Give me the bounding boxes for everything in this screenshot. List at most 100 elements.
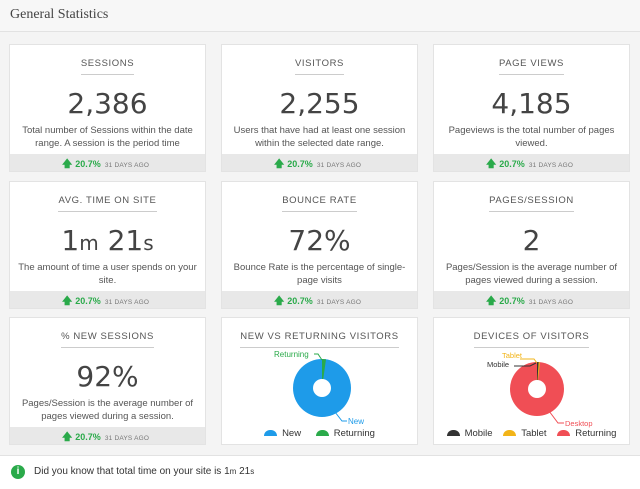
legend-swatch-icon: [446, 430, 460, 437]
card-title: SESSIONS: [80, 58, 135, 75]
avg-time-card: AVG. TIME ON SITE 1m 21s The amount of t…: [9, 181, 206, 309]
legend-item-tablet[interactable]: Tablet: [503, 428, 547, 439]
change-percent: 20.7%: [75, 159, 101, 169]
change-period: 31 DAYS AGO: [528, 299, 574, 306]
bounce-rate-card: BOUNCE RATE 72% Bounce Rate is the perce…: [221, 181, 418, 309]
card-description: Users that have had at least one session…: [233, 125, 406, 149]
page-title: General Statistics: [10, 7, 109, 22]
seconds-unit: s: [143, 231, 154, 255]
visitors-card: VISITORS 2,255 Users that have had at le…: [221, 44, 418, 172]
donut-hole: [528, 380, 546, 398]
card-value: 4,185: [491, 87, 572, 120]
devices-card: DEVICES OF VISITORS Tablet Mobile Deskto…: [433, 317, 630, 445]
arrow-up-icon: 🡅: [486, 296, 497, 307]
pages-per-session-card: PAGES/SESSION 2 Pages/Session is the ave…: [433, 181, 630, 309]
seconds-value: 21: [107, 224, 144, 257]
new-vs-returning-donut: Returning New: [274, 350, 364, 426]
legend-label: Returning: [575, 428, 617, 439]
legend-item-mobile[interactable]: Mobile: [446, 428, 493, 439]
label-new: New: [348, 417, 364, 426]
card-footer: 🡅 20.7% 31 DAYS AGO: [10, 291, 205, 308]
card-description: Pageviews is the total number of pages v…: [448, 125, 615, 149]
card-title: AVG. TIME ON SITE: [58, 195, 157, 212]
legend-label: Tablet: [521, 428, 547, 439]
card-title: PAGES/SESSION: [489, 195, 574, 212]
card-footer: 🡅 20.7% 31 DAYS AGO: [222, 154, 417, 171]
change-period: 31 DAYS AGO: [316, 299, 362, 306]
card-value: 2,255: [279, 87, 360, 120]
tip-seconds-unit: s: [250, 467, 255, 476]
legend-swatch-icon: [315, 430, 329, 437]
new-sessions-card: % NEW SESSIONS 92% Pages/Session is the …: [9, 317, 206, 445]
legend-label: Mobile: [464, 428, 493, 439]
card-title: PAGE VIEWS: [499, 58, 564, 75]
legend-item-new[interactable]: New: [264, 428, 301, 439]
card-description: Pages/Session is the average number of p…: [445, 262, 618, 286]
sessions-card: SESSIONS 2,386 Total number of Sessions …: [9, 44, 206, 172]
tip-prefix: Did you know that total time on your sit…: [34, 466, 225, 477]
arrow-up-icon: 🡅: [62, 432, 73, 443]
change-period: 31 DAYS AGO: [104, 299, 150, 306]
legend-label: Returning: [333, 428, 375, 439]
card-title: BOUNCE RATE: [282, 195, 357, 212]
card-footer: 🡅 20.7% 31 DAYS AGO: [10, 427, 205, 444]
tip-text: Did you know that total time on your sit…: [34, 466, 254, 477]
tip-minutes: 1: [224, 466, 230, 477]
leader-line-returning: [314, 353, 323, 361]
new-vs-returning-card: NEW VS RETURNING VISITORS Returning New …: [221, 317, 418, 445]
change-percent: 20.7%: [75, 296, 101, 306]
card-description: Total number of Sessions within the date…: [22, 125, 193, 149]
tip-bar: i Did you know that total time on your s…: [0, 455, 640, 489]
minutes-value: 1: [61, 224, 80, 257]
change-percent: 20.7%: [287, 296, 313, 306]
card-value: 2,386: [67, 87, 148, 120]
change-percent: 20.7%: [75, 432, 101, 442]
devices-donut: Tablet Mobile Desktop: [487, 351, 593, 428]
card-footer: 🡅 20.7% 31 DAYS AGO: [434, 154, 629, 171]
card-title: DEVICES OF VISITORS: [473, 331, 590, 348]
card-value: 92%: [76, 360, 139, 393]
label-tablet: Tablet: [502, 351, 523, 360]
card-description: The amount of time a user spends on your…: [18, 262, 197, 286]
donut-hole: [313, 379, 331, 397]
card-title: NEW VS RETURNING VISITORS: [240, 331, 399, 348]
arrow-up-icon: 🡅: [62, 296, 73, 307]
card-description: Pages/Session is the average number of p…: [21, 398, 194, 422]
change-period: 31 DAYS AGO: [104, 162, 150, 169]
card-value: 2: [522, 224, 541, 257]
tip-seconds: 21: [236, 466, 251, 477]
leader-line-new: [334, 411, 347, 422]
change-period: 31 DAYS AGO: [528, 162, 574, 169]
card-footer: 🡅 20.7% 31 DAYS AGO: [10, 154, 205, 171]
minutes-unit: m: [79, 231, 99, 255]
legend-item-returning[interactable]: Returning: [315, 428, 375, 439]
card-value: 1m 21s: [10, 224, 205, 257]
change-period: 31 DAYS AGO: [316, 162, 362, 169]
leader-line-desktop: [548, 410, 564, 424]
arrow-up-icon: 🡅: [274, 296, 285, 307]
arrow-up-icon: 🡅: [274, 159, 285, 170]
card-footer: 🡅 20.7% 31 DAYS AGO: [222, 291, 417, 308]
label-mobile: Mobile: [487, 360, 509, 369]
change-percent: 20.7%: [287, 159, 313, 169]
card-title: VISITORS: [295, 58, 344, 75]
change-percent: 20.7%: [499, 159, 525, 169]
change-period: 31 DAYS AGO: [104, 435, 150, 442]
label-desktop: Desktop: [565, 419, 593, 428]
legend-label: New: [282, 428, 302, 439]
chart-legend: Mobile Tablet Returning: [434, 428, 629, 439]
legend-item-returning[interactable]: Returning: [557, 428, 616, 439]
chart-legend: New Returning: [222, 428, 417, 439]
card-description: Bounce Rate is the percentage of single-…: [233, 262, 406, 286]
card-footer: 🡅 20.7% 31 DAYS AGO: [434, 291, 629, 308]
arrow-up-icon: 🡅: [62, 159, 73, 170]
page-header: General Statistics: [0, 0, 640, 32]
page-views-card: PAGE VIEWS 4,185 Pageviews is the total …: [433, 44, 630, 172]
change-percent: 20.7%: [499, 296, 525, 306]
leader-line-mobile: [514, 362, 537, 367]
label-returning: Returning: [274, 350, 309, 359]
legend-swatch-icon: [264, 430, 278, 437]
arrow-up-icon: 🡅: [486, 159, 497, 170]
card-title: % NEW SESSIONS: [61, 331, 154, 348]
leader-line-tablet: [520, 358, 538, 364]
